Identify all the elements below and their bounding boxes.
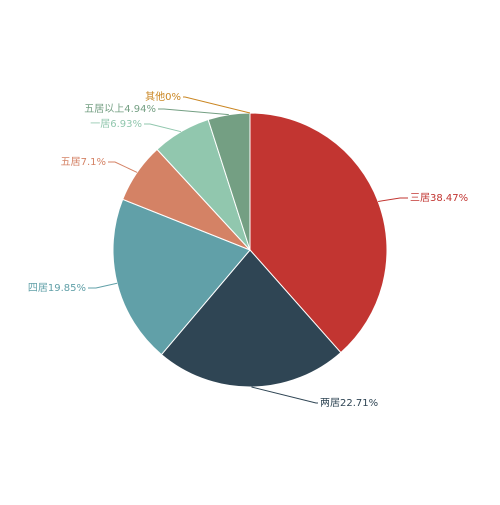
pie-slice-label: 五居7.1%	[61, 156, 106, 168]
pie-slice[interactable]	[160, 249, 342, 388]
pie-label-leader-line	[108, 161, 138, 173]
pie-slice-label: 五居以上4.94%	[84, 103, 156, 115]
pie-slice-label: 一居6.93%	[90, 118, 142, 130]
pie-slice-label: 三居38.47%	[410, 192, 468, 204]
pie-label-leader-line	[158, 108, 229, 116]
pie-label-leader-line	[183, 96, 251, 114]
pie-slice-label: 其他0%	[145, 90, 181, 103]
pie-label-leader-line	[88, 282, 118, 289]
pie-slices	[112, 112, 388, 388]
pie-label-leader-line	[144, 123, 182, 133]
pie-label-leader-line	[378, 197, 408, 202]
pie-slice-label: 两居22.71%	[320, 397, 378, 409]
pie-slice-label: 四居19.85%	[28, 282, 86, 294]
pie-label-leader-line	[251, 386, 318, 404]
pie-labels: 三居38.47% 两居22.71% 四居19.85% 五居7.1% 一居6.93% 五居以…	[28, 90, 468, 409]
